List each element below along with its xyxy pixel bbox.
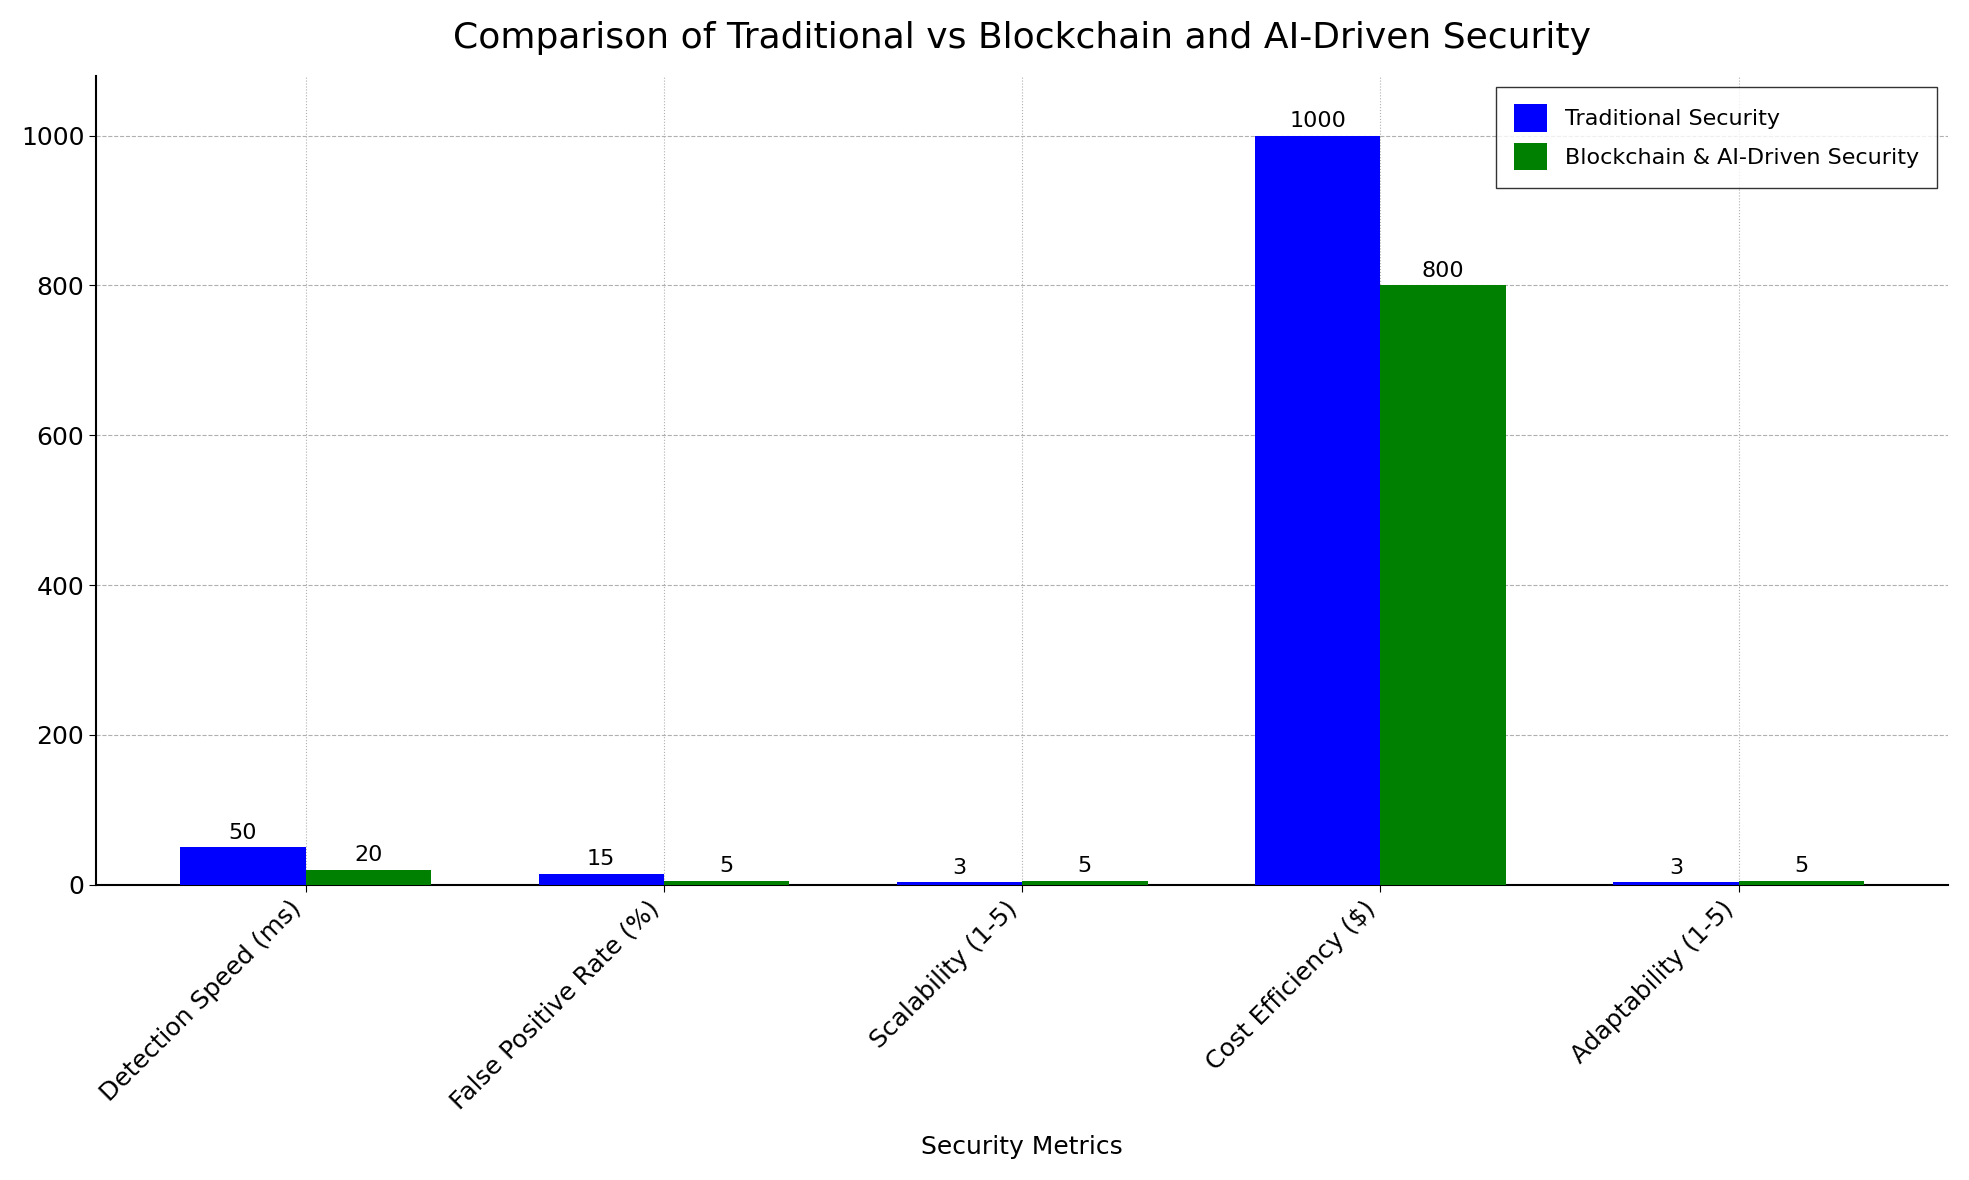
Bar xyxy=(1739,881,1865,885)
Bar xyxy=(1022,881,1148,885)
Bar xyxy=(181,847,305,885)
Legend: Traditional Security, Blockchain & AI-Driven Security: Traditional Security, Blockchain & AI-Dr… xyxy=(1496,86,1937,188)
Text: 3: 3 xyxy=(953,858,967,878)
Text: 800: 800 xyxy=(1422,261,1465,281)
Text: 5: 5 xyxy=(1794,857,1808,877)
Bar xyxy=(664,881,790,885)
Bar xyxy=(1380,286,1506,885)
Text: 50: 50 xyxy=(228,822,258,843)
Text: 1000: 1000 xyxy=(1290,111,1347,131)
Bar xyxy=(305,870,431,885)
X-axis label: Security Metrics: Security Metrics xyxy=(921,1135,1122,1159)
Bar xyxy=(896,883,1022,885)
Bar xyxy=(1613,883,1739,885)
Title: Comparison of Traditional vs Blockchain and AI-Driven Security: Comparison of Traditional vs Blockchain … xyxy=(453,21,1591,54)
Bar xyxy=(540,873,664,885)
Text: 20: 20 xyxy=(354,845,382,865)
Text: 3: 3 xyxy=(1670,858,1683,878)
Bar xyxy=(1254,136,1380,885)
Text: 5: 5 xyxy=(1077,857,1093,877)
Text: 5: 5 xyxy=(719,857,734,877)
Text: 15: 15 xyxy=(587,848,616,868)
